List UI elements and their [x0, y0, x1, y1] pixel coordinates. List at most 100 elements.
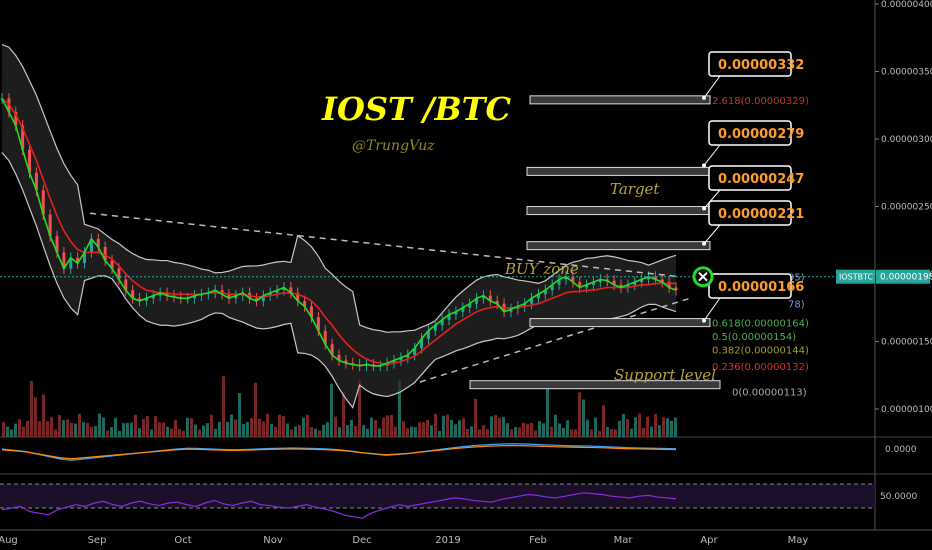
volume-bar — [614, 429, 617, 437]
volume-bar — [294, 426, 297, 437]
candle-body — [296, 292, 300, 301]
volume-bar — [198, 429, 201, 437]
y-tick-label: 0.00000350 — [881, 68, 932, 78]
volume-bar — [98, 413, 101, 437]
volume-bar — [650, 426, 653, 437]
volume-bar — [74, 423, 77, 437]
candle-body — [433, 325, 437, 331]
volume-bar — [506, 423, 509, 437]
volume-bar — [538, 421, 541, 437]
moving-average-red-line — [1, 97, 676, 366]
volume-bar — [142, 419, 145, 437]
volume-bar — [110, 427, 113, 437]
volume-bar — [598, 430, 601, 437]
callout-pointer — [703, 297, 721, 321]
volume-bar — [478, 429, 481, 437]
volume-bar — [446, 414, 449, 437]
candle-body — [509, 309, 513, 312]
callout-pointer-dot — [702, 163, 706, 168]
volume-bar — [510, 429, 513, 437]
volume-bar — [498, 417, 501, 437]
volume-bar — [202, 425, 205, 437]
x-tick-label: Mar — [614, 535, 634, 546]
candle-body — [557, 279, 561, 285]
volume-bar — [554, 414, 557, 437]
volume-bar — [66, 419, 69, 437]
volume-bar — [546, 385, 549, 437]
price-callout-box — [708, 165, 792, 191]
volume-bar — [378, 428, 381, 437]
price-callout-box — [708, 51, 792, 77]
volume-bar — [306, 414, 309, 437]
volume-bar — [542, 423, 545, 437]
chart-title: IOST /BTC — [321, 90, 511, 128]
candle-body — [28, 149, 32, 173]
current-price-badge-bg — [876, 269, 930, 284]
volume-bar — [126, 422, 129, 437]
candle-body — [461, 307, 465, 312]
y-tick-label: 0.00000300 — [881, 135, 932, 145]
candle-body — [309, 306, 313, 318]
candle-body — [626, 284, 630, 288]
y-tick-label: 0.00000250 — [881, 203, 932, 213]
candle-body — [117, 268, 121, 280]
volume-bar — [514, 426, 517, 437]
x-tick-label: Sep — [88, 535, 107, 546]
volume-bar — [346, 425, 349, 437]
volume-bar — [282, 416, 285, 437]
volume-bar — [534, 430, 537, 437]
fib-level-label: 0.618(0.00000164) — [712, 319, 809, 330]
candle-body — [523, 303, 527, 307]
volume-bar — [374, 420, 377, 437]
candle-body — [21, 125, 25, 150]
volume-bar — [54, 429, 57, 437]
volume-bar — [402, 421, 405, 437]
candle-body — [234, 295, 238, 299]
volume-bar — [318, 430, 321, 437]
candle-body — [591, 282, 595, 285]
volume-bar — [370, 417, 373, 437]
volume-bar — [26, 420, 29, 437]
volume-bar — [278, 414, 281, 437]
volume-bar — [194, 424, 197, 437]
candle-body — [653, 276, 657, 280]
volume-bar — [594, 417, 597, 437]
volume-bar — [270, 423, 273, 437]
volume-bar — [246, 421, 249, 437]
support-zone — [469, 380, 721, 390]
price-callout-label: 0.00000279 — [718, 127, 804, 142]
candle-body — [34, 172, 38, 191]
volume-bar — [418, 422, 421, 437]
volume-bar — [190, 418, 193, 437]
symbol-badge-bg — [836, 269, 875, 284]
volume-bar — [302, 417, 305, 437]
volume-bar — [50, 417, 53, 437]
candle-body — [158, 292, 162, 296]
volume-bar — [18, 419, 21, 437]
rsi-axis-label: 50.0000 — [880, 492, 917, 502]
candle-body — [660, 279, 664, 283]
volume-bar — [158, 422, 161, 437]
price-callout-box — [708, 273, 792, 299]
volume-bar — [522, 422, 525, 437]
volume-bar — [638, 413, 641, 437]
volume-bar — [606, 426, 609, 437]
volume-bar — [382, 417, 385, 437]
candle-body — [571, 276, 575, 283]
volume-bar — [438, 430, 441, 437]
x-tick-label: Dec — [352, 535, 371, 546]
volume-bar — [630, 428, 633, 437]
candle-body — [151, 295, 155, 299]
candle-body — [406, 355, 410, 358]
volume-bar — [30, 381, 33, 437]
volume-bar — [242, 423, 245, 437]
candle-body — [536, 294, 540, 299]
volume-bar — [38, 421, 41, 437]
volume-bar — [90, 426, 93, 437]
candle-body — [633, 282, 637, 285]
x-tick-label: 2019 — [435, 535, 460, 546]
volume-bar — [138, 428, 141, 437]
volume-bar — [430, 425, 433, 437]
candle-body — [103, 247, 107, 261]
